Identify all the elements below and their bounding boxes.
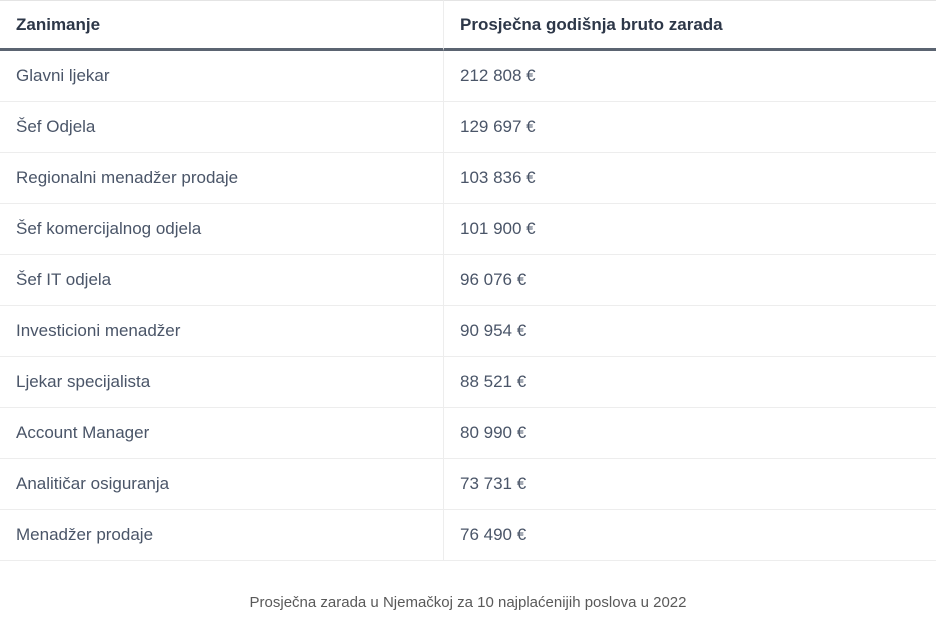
table-row: Account Manager 80 990 € [0,408,936,459]
occupation-cell: Account Manager [0,408,443,459]
salary-cell: 80 990 € [443,408,936,459]
occupation-cell: Ljekar specijalista [0,357,443,408]
table-body: Glavni ljekar 212 808 € Šef Odjela 129 697 … [0,51,936,561]
salary-table: Zanimanje Prosječna godišnja bruto zarad… [0,0,936,561]
salary-cell: 103 836 € [443,153,936,204]
salary-cell: 96 076 € [443,255,936,306]
column-header-salary: Prosječna godišnja bruto zarada [443,0,936,51]
occupation-cell: Glavni ljekar [0,51,443,102]
occupation-cell: Analitičar osiguranja [0,459,443,510]
occupation-cell: Šef komercijalnog odjela [0,204,443,255]
occupation-cell: Investicioni menadžer [0,306,443,357]
salary-cell: 73 731 € [443,459,936,510]
salary-cell: 212 808 € [443,51,936,102]
salary-cell: 76 490 € [443,510,936,561]
header-row: Zanimanje Prosječna godišnja bruto zarad… [0,0,936,51]
table-row: Glavni ljekar 212 808 € [0,51,936,102]
salary-cell: 88 521 € [443,357,936,408]
salary-cell: 101 900 € [443,204,936,255]
salary-cell: 129 697 € [443,102,936,153]
table-row: Menadžer prodaje 76 490 € [0,510,936,561]
chart-caption: Prosječna zarada u Njemačkoj za 10 najpl… [249,594,687,611]
table-row: Analitičar osiguranja 73 731 € [0,459,936,510]
table-row: Ljekar specijalista 88 521 € [0,357,936,408]
table-row: Šef komercijalnog odjela 101 900 € [0,204,936,255]
table-header: Zanimanje Prosječna godišnja bruto zarad… [0,0,936,51]
table-row: Šef Odjela 129 697 € [0,102,936,153]
occupation-cell: Menadžer prodaje [0,510,443,561]
table-row: Regionalni menadžer prodaje 103 836 € [0,153,936,204]
salary-cell: 90 954 € [443,306,936,357]
column-header-occupation: Zanimanje [0,0,443,51]
table-row: Šef IT odjela 96 076 € [0,255,936,306]
occupation-cell: Regionalni menadžer prodaje [0,153,443,204]
occupation-cell: Šef IT odjela [0,255,443,306]
table-row: Investicioni menadžer 90 954 € [0,306,936,357]
occupation-cell: Šef Odjela [0,102,443,153]
